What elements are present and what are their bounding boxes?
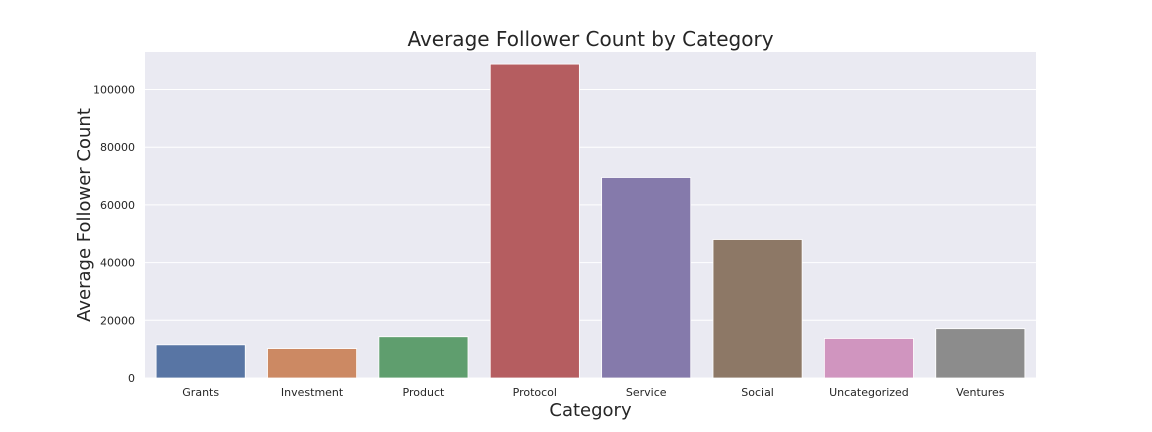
x-axis-ticks: Grants Investment Product Protocol Service So… xyxy=(182,386,1005,399)
x-axis-label: Category xyxy=(549,400,632,421)
bar-uncategorized xyxy=(823,338,914,379)
bars xyxy=(155,63,1026,379)
y-tick-label: 40000 xyxy=(100,257,135,270)
y-tick-label: 20000 xyxy=(100,314,135,327)
y-tick-label: 60000 xyxy=(100,199,135,212)
bar-investment xyxy=(267,348,358,379)
y-tick-label: 0 xyxy=(128,372,135,385)
x-tick-label: Social xyxy=(741,386,774,399)
bar-social xyxy=(712,239,803,379)
x-tick-label: Protocol xyxy=(513,386,557,399)
x-tick-label: Ventures xyxy=(956,386,1005,399)
bar-product xyxy=(378,336,469,379)
y-axis-ticks: 0 20000 40000 60000 80000 100000 xyxy=(93,84,135,385)
bar-protocol xyxy=(489,63,580,379)
x-tick-label: Investment xyxy=(281,386,344,399)
bar-service xyxy=(601,177,692,379)
chart-title: Average Follower Count by Category xyxy=(407,27,773,51)
y-axis-label: Average Follower Count xyxy=(74,108,95,322)
y-tick-label: 100000 xyxy=(93,84,135,97)
y-tick-label: 80000 xyxy=(100,141,135,154)
plot-background xyxy=(145,52,1036,378)
x-tick-label: Product xyxy=(403,386,445,399)
x-tick-label: Service xyxy=(626,386,667,399)
bar-grants xyxy=(155,344,246,379)
bar-ventures xyxy=(935,328,1026,379)
x-tick-label: Uncategorized xyxy=(829,386,909,399)
x-tick-label: Grants xyxy=(182,386,219,399)
